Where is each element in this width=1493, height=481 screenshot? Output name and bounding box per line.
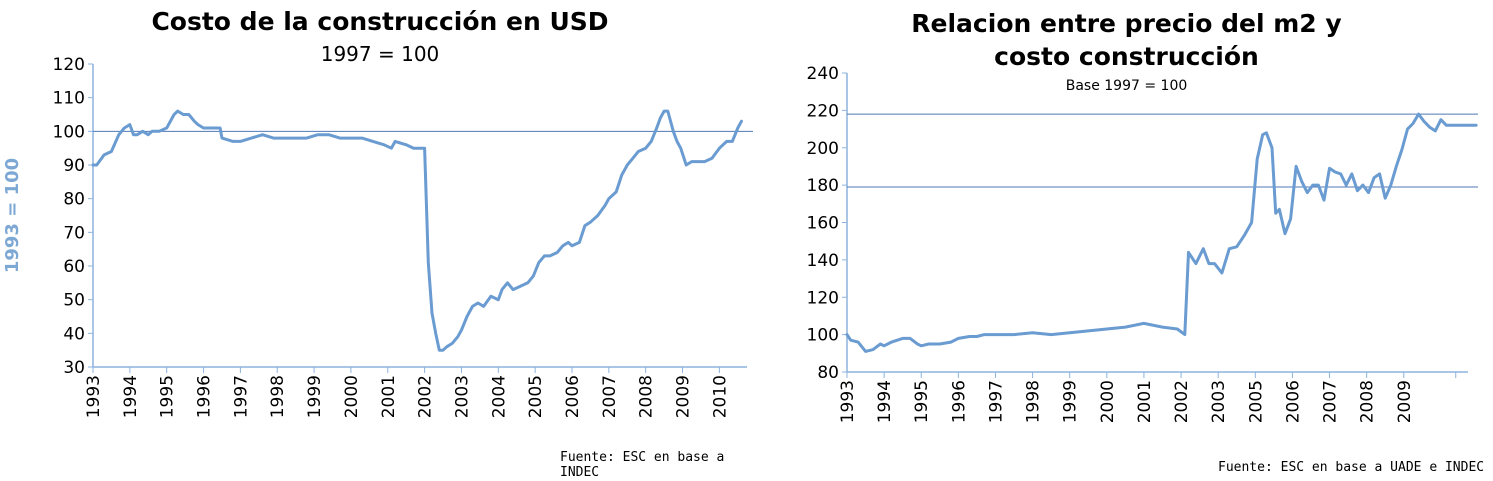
y-tick-label: 120 xyxy=(807,288,839,308)
x-tick-label: 1998 xyxy=(268,375,288,418)
x-tick-label: 1996 xyxy=(195,375,215,418)
chart-subtitle: 1997 = 100 xyxy=(320,42,440,66)
x-tick-label: 2005 xyxy=(526,375,546,418)
chart-title-line-2: costo construcción xyxy=(994,42,1259,71)
chart-source: Fuente: ESC en base a UADE e INDEC xyxy=(1218,460,1485,475)
y-tick-label: 120 xyxy=(53,55,85,75)
y-tick-label: 60 xyxy=(63,257,85,277)
y-tick-label: 180 xyxy=(807,176,839,196)
chart-costo-construccion: Costo de la construcción en USD 1997 = 1… xyxy=(2,7,753,480)
y-tick-label: 160 xyxy=(807,214,839,234)
y-tick-label: 110 xyxy=(53,89,85,109)
x-tick-label: 2007 xyxy=(1321,380,1341,423)
y-tick-label: 100 xyxy=(807,326,839,346)
x-tick-label: 2009 xyxy=(674,375,694,418)
y-axis-label: 1993 = 100 xyxy=(2,158,23,273)
x-tick-label: 1993 xyxy=(84,375,104,418)
x-tick-label: 2003 xyxy=(452,375,472,418)
y-tick-label: 100 xyxy=(53,122,85,142)
chart-title-line-1: Relacion entre precio del m2 y xyxy=(911,9,1342,38)
x-tick-label: 2001 xyxy=(379,375,399,418)
y-tick-label: 240 xyxy=(807,64,839,84)
chart-relacion-precio-costo: Relacion entre precio del m2 y costo con… xyxy=(760,0,1493,481)
series-line xyxy=(91,109,743,352)
x-tick-label: 2007 xyxy=(600,375,620,418)
x-tick-label: 1998 xyxy=(1024,380,1044,423)
x-tick-label: 2005 xyxy=(1246,380,1266,423)
chart-title: Costo de la construcción en USD xyxy=(151,7,609,36)
y-tick-label: 90 xyxy=(63,156,85,176)
x-tick-label: 2008 xyxy=(1358,380,1378,423)
y-tick-label: 140 xyxy=(807,251,839,271)
x-tick-label: 1995 xyxy=(158,375,178,418)
x-tick-label: 2002 xyxy=(1172,380,1192,423)
x-tick-label: 2008 xyxy=(637,375,657,418)
x-tick-label: 2009 xyxy=(1395,380,1415,423)
y-tick-label: 50 xyxy=(63,291,85,311)
x-tick-label: 1997 xyxy=(986,380,1006,423)
x-tick-label: 2006 xyxy=(1283,380,1303,423)
chart-subtitle: Base 1997 = 100 xyxy=(1065,78,1188,94)
chart-source: Fuente: ESC en base a INDEC xyxy=(560,450,725,480)
x-tick-label: 1994 xyxy=(121,375,141,418)
y-tick-label: 70 xyxy=(63,223,85,243)
x-tick-label: 2001 xyxy=(1135,380,1155,423)
x-tick-label: 2000 xyxy=(342,375,362,418)
x-tick-label: 1995 xyxy=(912,380,932,423)
y-tick-label: 220 xyxy=(807,101,839,121)
x-tick-label: 1999 xyxy=(305,375,325,418)
x-tick-label: 2003 xyxy=(1209,380,1229,423)
x-tick-label: 1997 xyxy=(231,375,251,418)
x-tick-label: 2004 xyxy=(489,375,509,418)
x-tick-label: 1993 xyxy=(838,380,858,423)
x-tick-label: 2006 xyxy=(563,375,583,418)
x-tick-label: 2010 xyxy=(710,375,730,418)
x-tick-label: 1999 xyxy=(1061,380,1081,423)
y-tick-label: 40 xyxy=(63,324,85,344)
x-tick-label: 2002 xyxy=(416,375,436,418)
y-tick-label: 80 xyxy=(817,363,839,383)
x-tick-label: 2000 xyxy=(1098,380,1118,423)
series-line xyxy=(845,112,1478,353)
y-tick-label: 200 xyxy=(807,139,839,159)
y-tick-label: 80 xyxy=(63,190,85,210)
x-tick-label: 1996 xyxy=(949,380,969,423)
x-tick-label: 1994 xyxy=(875,380,895,423)
y-tick-label: 30 xyxy=(63,358,85,378)
